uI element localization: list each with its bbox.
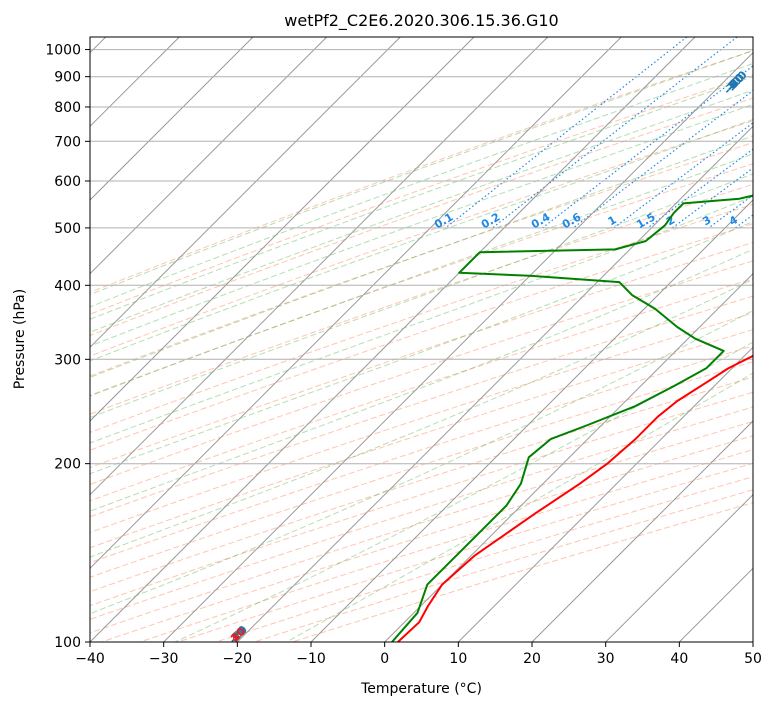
x-tick-label: −10	[296, 651, 326, 667]
dry-adiabat	[90, 183, 753, 415]
moist-adiabat	[90, 173, 753, 419]
grid-lines	[90, 37, 753, 642]
y-axis-title: Pressure (hPa)	[12, 289, 28, 389]
x-tick-label: 10	[449, 651, 467, 667]
x-tick-label: 40	[670, 651, 688, 667]
y-tick-label: 200	[54, 457, 81, 473]
moist-adiabat	[90, 118, 753, 362]
dry-adiabat	[90, 312, 753, 534]
x-tick-label: 0	[380, 651, 389, 667]
isotherm-line	[531, 420, 753, 642]
background-lines	[90, 37, 753, 642]
isotherm-line	[90, 37, 254, 201]
x-axis: −40 −30 −20 −10 0 10 20 30 40 50	[75, 642, 762, 667]
mixing-ratio-line	[708, 194, 753, 229]
isotherm-line	[90, 37, 401, 349]
moist-adiabat	[90, 195, 753, 444]
moist-adiabat	[90, 309, 753, 615]
isotherm-line	[90, 37, 328, 275]
y-axis: 1000 900 800 700 600 500 400 300 200 100	[45, 43, 90, 651]
dry-adiabat	[90, 361, 753, 578]
isotherm-line	[384, 272, 753, 642]
dry-adiabat	[90, 163, 753, 396]
y-tick-label: 800	[54, 100, 81, 116]
moist-adiabat	[90, 278, 753, 558]
dry-adiabat	[90, 345, 753, 564]
mixing-ratio-line	[572, 89, 753, 229]
x-tick-label: −30	[149, 651, 179, 667]
dry-adiabat	[90, 376, 753, 593]
isotherm-line	[457, 346, 753, 642]
dry-adiabat	[90, 142, 753, 377]
x-tick-label: 50	[744, 651, 762, 667]
moist-adiabat	[90, 220, 753, 475]
y-tick-label: 1000	[45, 43, 81, 59]
isotherm-line	[605, 493, 753, 642]
mixing-ratio-label: 4	[727, 213, 740, 228]
moist-adiabat	[90, 248, 753, 512]
profile-lines	[391, 194, 753, 642]
dry-adiabat	[177, 462, 753, 642]
isotherm-line	[752, 641, 753, 642]
isotherm-line	[678, 567, 753, 642]
y-tick-label: 900	[54, 70, 81, 86]
isotherm-line	[90, 37, 696, 642]
y-tick-label: 400	[54, 278, 81, 294]
isotherm-line	[90, 37, 622, 570]
x-tick-label: −40	[75, 651, 105, 667]
x-axis-title: Temperature (°C)	[360, 681, 482, 697]
y-tick-label: 600	[54, 174, 81, 190]
isotherm-line	[236, 125, 753, 642]
moist-adiabat	[90, 153, 753, 397]
dry-adiabat	[90, 260, 753, 485]
mixing-ratio-label: 6	[766, 213, 775, 228]
y-tick-label: 300	[54, 352, 81, 368]
mixing-ratio-label: 2	[664, 213, 677, 228]
dry-adiabat	[90, 391, 753, 607]
isotherm-line	[163, 51, 753, 642]
mixing-ratio-line	[542, 65, 753, 229]
moist-adiabat	[90, 63, 753, 308]
y-tick-label: 700	[54, 134, 81, 150]
y-tick-label: 100	[54, 635, 81, 651]
plot-frame	[89, 36, 754, 643]
dry-adiabat	[90, 50, 753, 293]
moist-adiabat	[90, 50, 753, 296]
x-tick-label: 20	[523, 651, 541, 667]
temperature-profile	[397, 354, 753, 642]
isotherm-line	[90, 37, 549, 496]
mixing-ratio-line	[672, 167, 753, 229]
dry-adiabat	[101, 435, 753, 642]
dewpoint-profile	[391, 194, 753, 642]
dry-adiabat	[90, 74, 753, 315]
y-tick-label: 500	[54, 221, 81, 237]
dry-adiabat	[90, 120, 753, 357]
dry-adiabat	[90, 278, 753, 502]
dry-adiabat	[90, 223, 753, 451]
dry-adiabat	[90, 329, 753, 549]
moist-adiabat	[90, 103, 753, 347]
dry-adiabat	[90, 295, 753, 518]
x-tick-label: 30	[597, 651, 615, 667]
dry-adiabat	[90, 241, 753, 469]
isotherm-line	[90, 37, 475, 422]
dry-adiabat	[90, 97, 753, 337]
isotherm-line	[310, 199, 753, 642]
x-tick-label: −20	[223, 651, 253, 667]
moist-adiabat	[90, 135, 753, 378]
chart-title: wetPf2_C2E6.2020.306.15.36.G10	[284, 11, 558, 31]
dry-adiabat	[215, 476, 753, 642]
mixing-ratio-line	[613, 122, 753, 229]
dry-adiabat	[90, 203, 753, 433]
mixing-ratio-label: 1	[606, 213, 619, 228]
moist-adiabat	[90, 89, 753, 333]
moist-adiabat	[90, 76, 753, 320]
